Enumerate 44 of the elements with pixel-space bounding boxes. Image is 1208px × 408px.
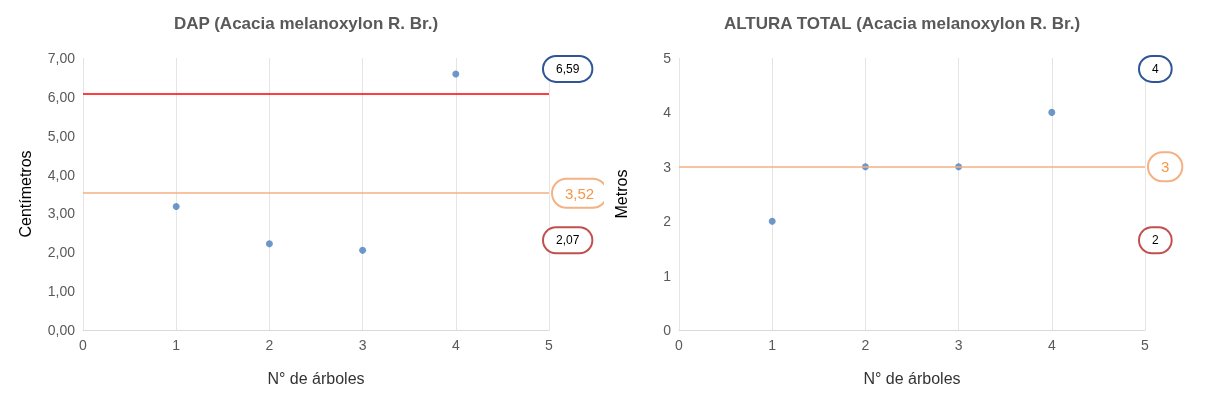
ref-line-label: 3 <box>1161 158 1170 176</box>
text: 2,07 <box>556 233 580 248</box>
y-axis-title: Centímetros <box>16 150 34 238</box>
x-tick-label: 2 <box>861 337 870 353</box>
y-tick-label: 2 <box>663 213 672 230</box>
x-tick-label: 5 <box>1141 337 1150 353</box>
y-tick-label: 0,00 <box>47 322 76 338</box>
point <box>452 70 460 78</box>
y-tick-label: 1 <box>663 267 672 284</box>
y-tick-label: 1,00 <box>47 283 76 300</box>
y-tick-label: 4,00 <box>47 166 76 183</box>
text: 2 <box>1152 233 1159 248</box>
x-tick-label: 1 <box>768 337 777 353</box>
x-tick-label: 5 <box>545 337 554 353</box>
y-tick-label: 0 <box>663 322 672 338</box>
x-axis-title: N° de árboles <box>863 369 961 387</box>
x-tick-label: 0 <box>79 337 88 353</box>
x-tick-label: 1 <box>172 337 181 353</box>
text: 4 <box>1152 61 1159 76</box>
text: 6,59 <box>556 61 580 76</box>
y-tick-label: 5 <box>663 50 672 66</box>
point <box>172 202 180 210</box>
x-tick-label: 0 <box>675 337 684 353</box>
y-tick-label: 7,00 <box>47 50 76 66</box>
y-tick-label: 3 <box>663 158 672 175</box>
y-tick-label: 6,00 <box>47 88 76 105</box>
ref-line-label: 3,52 <box>565 184 595 202</box>
y-tick-label: 2,00 <box>47 244 76 261</box>
point <box>265 240 273 248</box>
y-tick-label: 5,00 <box>47 127 76 144</box>
x-tick-label: 3 <box>954 337 963 353</box>
x-tick-label: 4 <box>1047 337 1056 353</box>
point <box>1048 108 1056 116</box>
chart-title: ALTURA TOTAL (Acacia melanoxylon R. Br.) <box>723 14 1081 33</box>
x-tick-label: 2 <box>265 337 274 353</box>
chart-title: DAP (Acacia melanoxylon R. Br.) <box>173 14 439 33</box>
point <box>768 217 776 225</box>
x-tick-label: 4 <box>451 337 460 353</box>
y-tick-label: 3,00 <box>47 205 76 222</box>
x-axis-title: N° de árboles <box>267 369 365 387</box>
y-tick-label: 4 <box>663 104 672 121</box>
x-tick-label: 3 <box>358 337 367 353</box>
point <box>359 246 367 254</box>
y-axis-title: Metros <box>612 169 630 219</box>
